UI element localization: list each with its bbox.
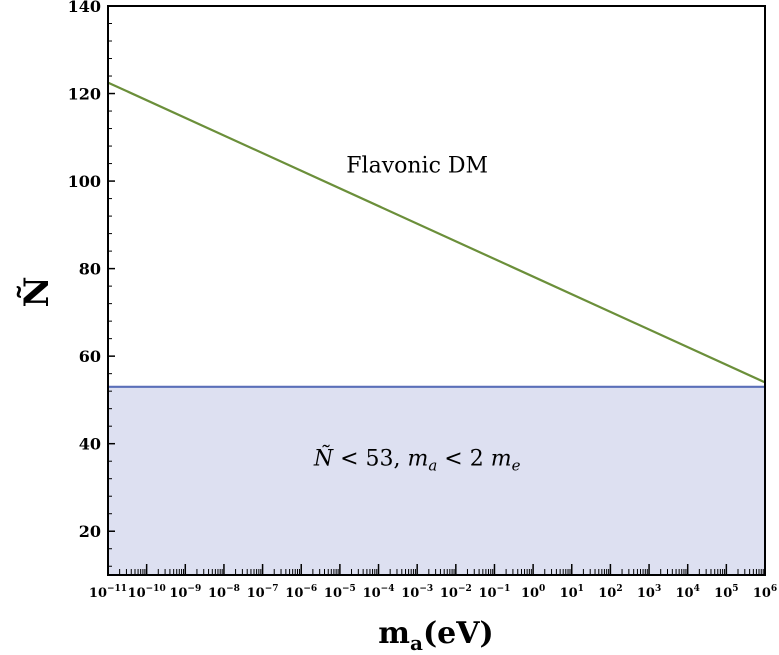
x-axis-title: ma(eV) — [378, 616, 493, 655]
x-tick-label: 10−7 — [247, 584, 279, 601]
x-tick-label: 101 — [560, 584, 584, 601]
x-tick-label: 10−8 — [208, 584, 240, 601]
x-tick-label: 10−2 — [440, 584, 472, 601]
x-tick-label: 100 — [521, 584, 545, 601]
y-tick-label: 140 — [68, 0, 101, 16]
x-tick-label: 10−11 — [89, 584, 127, 601]
x-axis-title-unit: (eV) — [423, 616, 494, 651]
x-axis-title-main: m — [378, 616, 410, 651]
region-label-lt1: < 53, — [333, 447, 407, 472]
region-label-lt2: < 2 — [437, 447, 490, 472]
line-label-flavonic-dm: Flavonic DM — [346, 153, 488, 178]
y-tick-label: 80 — [79, 260, 101, 279]
region-label-m2: m — [491, 447, 512, 472]
region-label: Ñ < 53, ma < 2 me — [313, 444, 521, 475]
region-label-m1: m — [407, 447, 428, 472]
x-tick-label: 102 — [598, 584, 622, 601]
x-tick-label: 103 — [637, 584, 661, 601]
y-tick-label: 20 — [79, 522, 101, 541]
region-layer — [108, 386, 765, 575]
plot-frame — [107, 5, 766, 576]
y-tick-label: 40 — [79, 435, 101, 454]
x-tick-label: 10−9 — [169, 584, 201, 601]
x-tick-label: 10−5 — [324, 584, 356, 601]
y-tick-label: 100 — [68, 172, 101, 191]
y-tick-label: 60 — [79, 347, 101, 366]
series-layer — [107, 81, 766, 388]
x-tick-label: 104 — [676, 584, 700, 601]
series-line-flavonic-dm — [107, 81, 766, 384]
y-axis-title: Ñ — [17, 276, 57, 307]
label-layer: 20 40 60 80 100 120 140 10−11 10−10 10−9 10−8 10−7 1… — [68, 0, 778, 601]
excluded-region-fill — [108, 386, 765, 575]
x-tick-label: 106 — [753, 584, 777, 601]
x-tick-label: 10−4 — [363, 584, 395, 601]
y-tick-label: 120 — [68, 85, 101, 104]
x-tick-label: 10−3 — [401, 584, 433, 601]
region-label-s2: e — [512, 457, 521, 475]
region-label-s1: a — [428, 457, 437, 475]
x-tick-label: 10−1 — [479, 584, 511, 601]
x-tick-label: 10−6 — [285, 584, 317, 601]
x-tick-label: 10−10 — [128, 584, 166, 601]
x-axis-title-sub: a — [410, 631, 423, 655]
x-tick-label: 105 — [714, 584, 738, 601]
region-label-n: Ñ — [313, 444, 334, 472]
